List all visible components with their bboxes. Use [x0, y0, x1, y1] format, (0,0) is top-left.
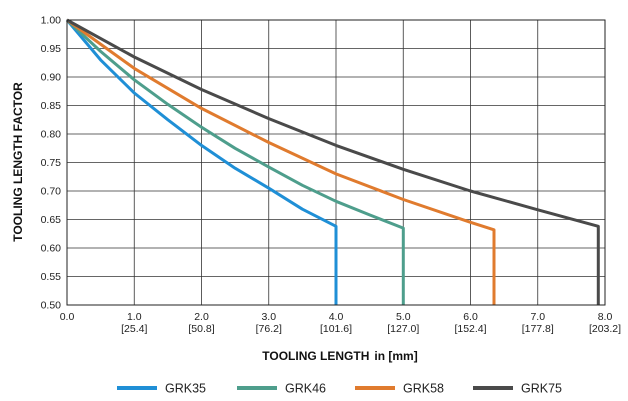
x-tick-sublabel: [177.8]: [522, 323, 554, 335]
x-tick-label: 8.0: [598, 311, 613, 323]
y-tick-label: 0.50: [41, 300, 62, 312]
legend: GRK35 GRK46 GRK58 GRK75: [117, 382, 562, 396]
x-tick-labels: 0.0 1.0[25.4] 2.0[50.8] 3.0[76.2] 4.0[101.6]…: [60, 311, 621, 335]
y-tick-label: 0.70: [41, 186, 62, 198]
x-tick-sublabel: [203.2]: [589, 323, 621, 335]
x-tick-sublabel: [50.8]: [188, 323, 214, 335]
x-tick-sublabel: [152.4]: [454, 323, 486, 335]
y-tick-label: 0.85: [41, 100, 62, 112]
x-tick-label: 2.0: [194, 311, 209, 323]
x-tick-label: 4.0: [329, 311, 344, 323]
grid: [66, 19, 606, 306]
y-tick-label: 1.00: [41, 15, 62, 27]
series-line-grk75: [66, 18, 600, 305]
y-tick-label: 0.95: [41, 43, 62, 55]
legend-label-grk46: GRK46: [285, 382, 326, 396]
legend-label-grk35: GRK35: [165, 382, 206, 396]
y-tick-label: 0.60: [41, 243, 62, 255]
y-tick-label: 0.75: [41, 157, 62, 169]
x-axis-title-main: TOOLING LENGTH: [262, 349, 369, 363]
plot-frame: [66, 19, 606, 306]
x-tick-sublabel: [76.2]: [256, 323, 282, 335]
x-tick-label: 6.0: [463, 311, 478, 323]
x-tick-sublabel: [127.0]: [387, 323, 419, 335]
x-tick-sublabel: [25.4]: [121, 323, 147, 335]
y-tick-label: 0.90: [41, 72, 62, 84]
legend-label-grk75: GRK75: [521, 382, 562, 396]
x-axis-title: TOOLING LENGTH in [mm]: [262, 349, 417, 363]
y-tick-labels: 0.50 0.55 0.60 0.65 0.70 0.75 0.80 0.85 0.90 0.95…: [41, 15, 62, 312]
x-tick-label: 1.0: [127, 311, 142, 323]
series-lines: [65, 18, 600, 305]
legend-label-grk58: GRK58: [403, 382, 444, 396]
x-tick-label: 5.0: [396, 311, 411, 323]
series-line-grk35: [65, 19, 338, 305]
x-tick-label: 7.0: [530, 311, 545, 323]
y-tick-label: 0.55: [41, 271, 62, 283]
series-line-grk58: [66, 18, 496, 305]
x-tick-label: 0.0: [60, 311, 75, 323]
y-axis-title: TOOLING LENGTH FACTOR: [11, 82, 25, 242]
series-line-grk46: [65, 18, 405, 305]
y-tick-label: 0.80: [41, 129, 62, 141]
x-tick-label: 3.0: [261, 311, 276, 323]
y-tick-label: 0.65: [41, 214, 62, 226]
x-axis-title-unit: in [mm]: [374, 349, 417, 363]
x-tick-sublabel: [101.6]: [320, 323, 352, 335]
